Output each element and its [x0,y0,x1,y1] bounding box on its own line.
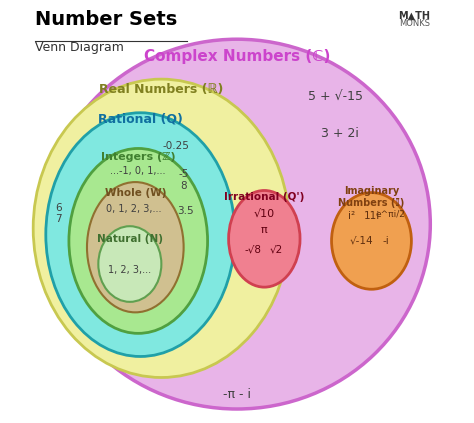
Text: 3.5: 3.5 [177,206,194,217]
Text: √2: √2 [269,244,283,254]
Text: Rational (Q): Rational (Q) [98,113,183,126]
Text: 3 + 2i: 3 + 2i [321,127,359,140]
Text: 6
7: 6 7 [55,203,62,224]
Text: Imaginary
Numbers (𝕀): Imaginary Numbers (𝕀) [338,186,405,208]
Text: Whole (W): Whole (W) [105,187,166,198]
Text: 11i: 11i [364,211,380,221]
Text: MONKS: MONKS [399,19,430,28]
Text: e^πi/2: e^πi/2 [375,209,405,218]
Text: Venn Diagram: Venn Diagram [35,41,124,54]
Text: -π - i: -π - i [223,388,251,401]
Text: 5 + √-15: 5 + √-15 [308,89,363,102]
Text: -i: -i [383,236,390,246]
Text: 1, 2, 3,...: 1, 2, 3,... [108,265,151,275]
Text: -√8: -√8 [244,244,261,254]
Text: √10: √10 [254,209,275,219]
Ellipse shape [98,226,161,302]
Ellipse shape [33,79,290,377]
Text: Integers (ℤ): Integers (ℤ) [101,152,175,162]
Text: Number Sets: Number Sets [35,10,178,29]
Ellipse shape [331,192,411,289]
Text: 0, 1, 2, 3,...: 0, 1, 2, 3,... [106,204,162,214]
Text: -5
8: -5 8 [178,169,188,191]
Text: √-14: √-14 [350,236,374,246]
Ellipse shape [228,190,300,287]
Text: M▲TH: M▲TH [398,11,430,21]
Text: Natural (N): Natural (N) [97,234,163,244]
Text: Irrational (Q'): Irrational (Q') [224,192,304,202]
Text: -0.25: -0.25 [163,141,190,151]
Ellipse shape [44,39,430,409]
Ellipse shape [87,182,183,312]
Ellipse shape [46,113,235,357]
Ellipse shape [69,148,208,333]
Text: Complex Numbers (ℂ): Complex Numbers (ℂ) [144,49,330,63]
Text: π: π [261,225,268,236]
Text: ...-1, 0, 1,...: ...-1, 0, 1,... [110,166,166,176]
Text: i²: i² [348,211,356,221]
Text: Real Numbers (ℝ): Real Numbers (ℝ) [99,83,224,96]
